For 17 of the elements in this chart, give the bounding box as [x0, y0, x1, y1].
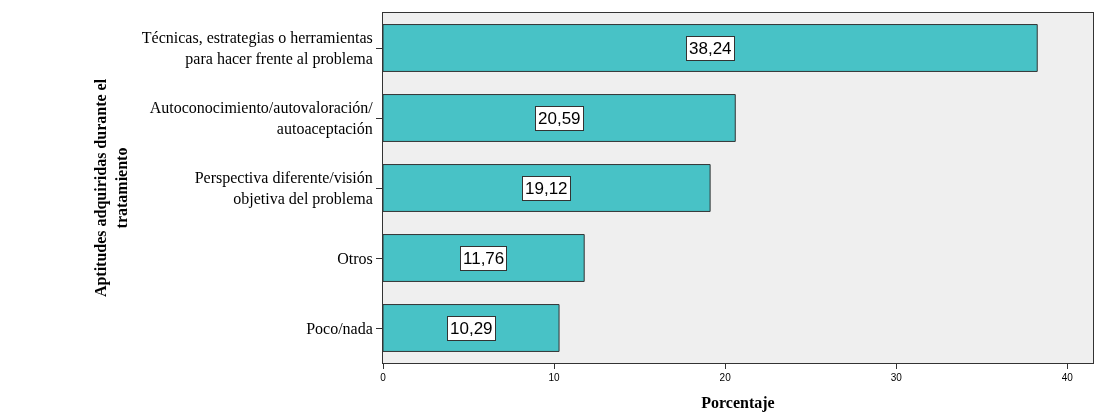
data-label: 11,76: [463, 249, 505, 268]
y-tick-label: Otros: [337, 249, 373, 267]
x-tick-label: 10: [548, 372, 561, 383]
x-tick-label: 0: [380, 372, 387, 383]
data-label: 10,29: [450, 319, 493, 338]
y-axis-title: Aptitudes adquiridas durante el tratamiento: [91, 78, 130, 298]
y-tick-label: Poco/nada: [306, 319, 373, 337]
data-label: 19,12: [525, 179, 568, 198]
x-tick-label: 30: [890, 372, 903, 383]
x-tick-label: 20: [719, 372, 732, 383]
y-tick-label: Perspectiva diferente/visión objetiva del problema: [194, 169, 373, 208]
y-tick-label: Autoconocimiento/autovaloración/ autoaceptación: [149, 99, 374, 138]
data-label: 38,24: [689, 39, 732, 58]
data-label: 20,59: [538, 109, 581, 128]
x-tick-label: 40: [1061, 372, 1074, 383]
x-axis-title: Porcentaje: [701, 393, 775, 412]
y-tick-label: Técnicas, estrategias o herramientas para hacer frente al problema: [141, 29, 373, 68]
